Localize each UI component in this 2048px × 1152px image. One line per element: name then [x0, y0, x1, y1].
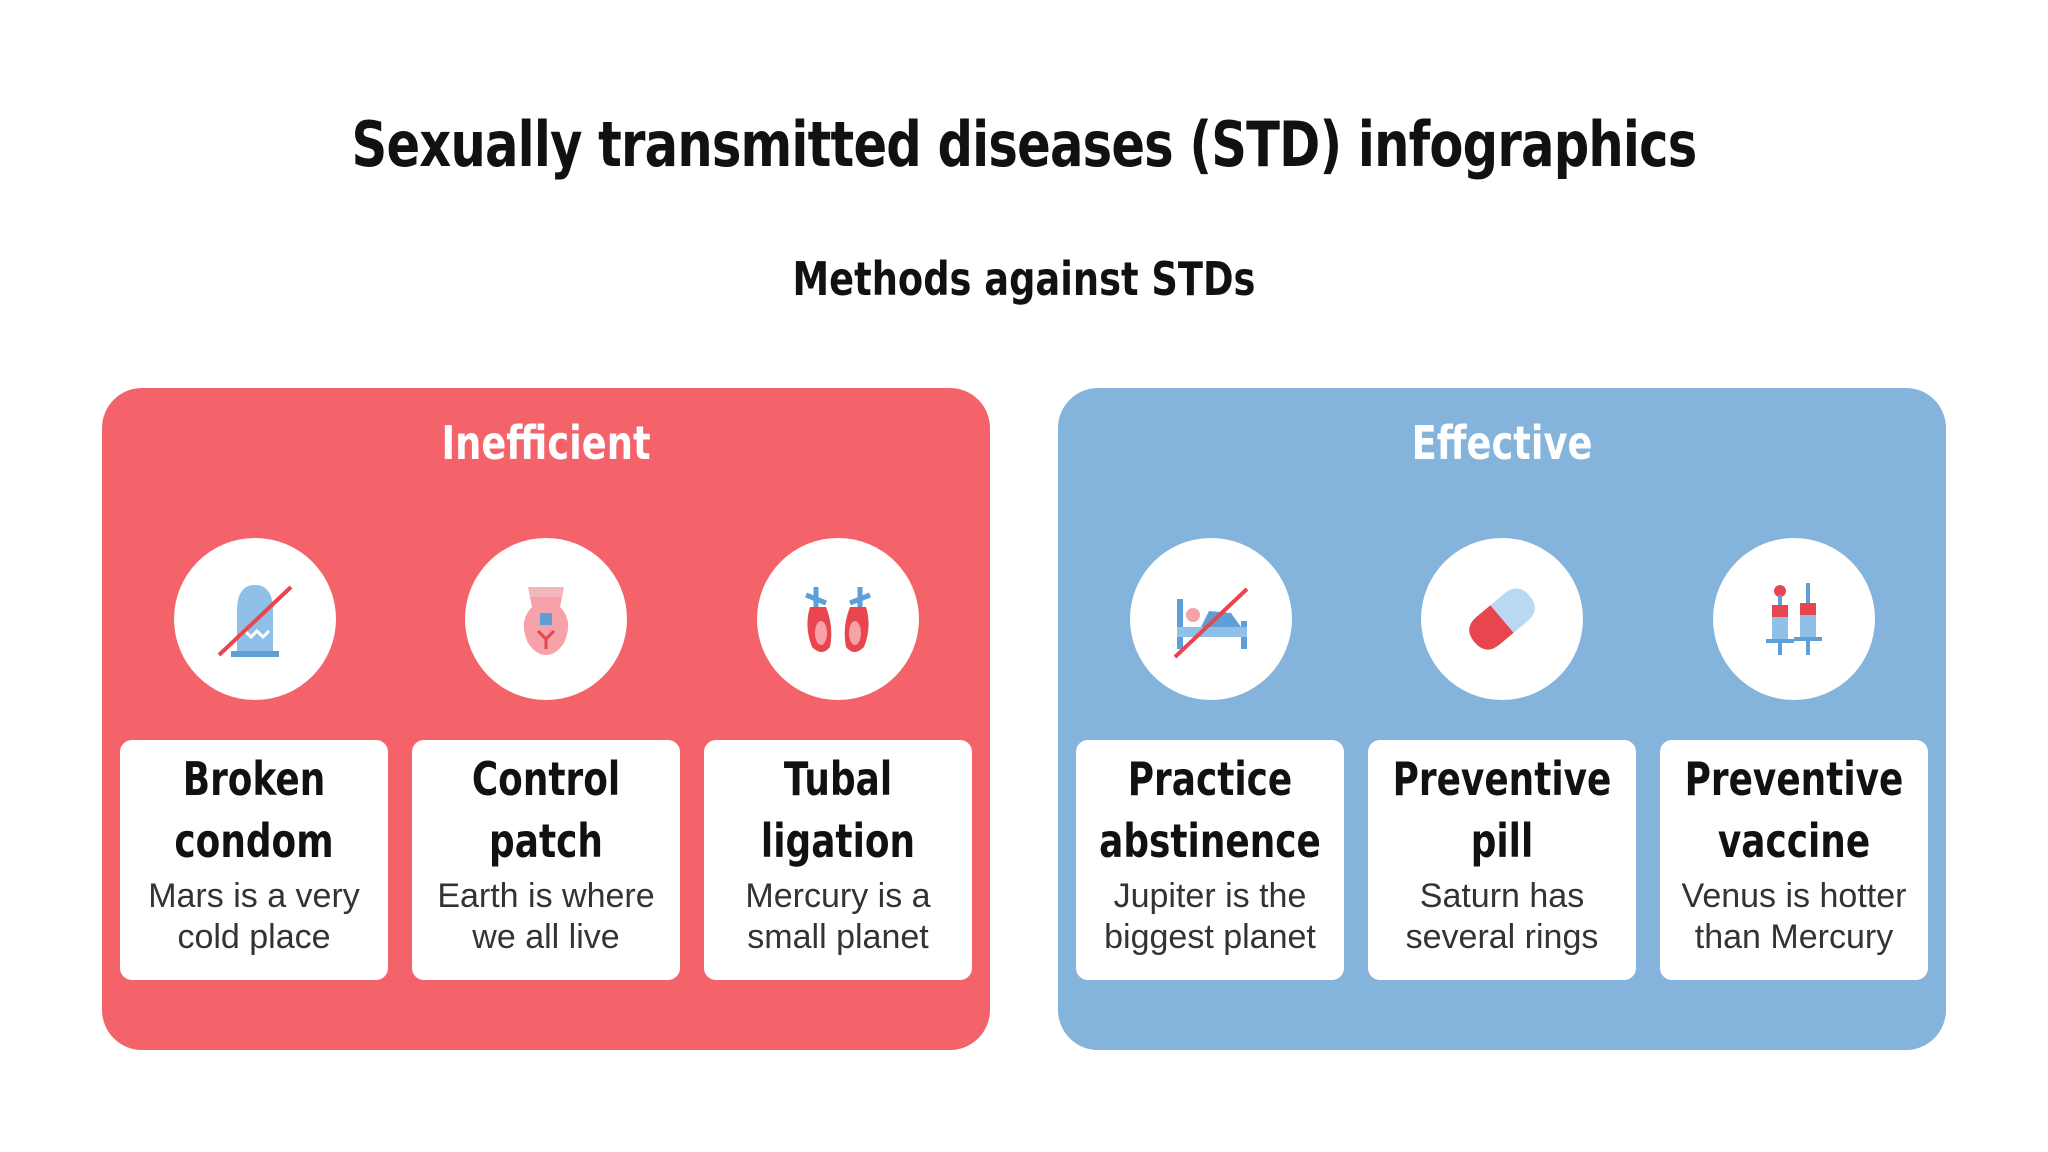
- card-title-line: Practice: [1127, 752, 1293, 806]
- card-desc-line: Earth is where: [437, 877, 655, 915]
- inefficient-panel: Inefficient Broken condom: [102, 388, 990, 1050]
- pill-icon: [1421, 538, 1583, 700]
- card-desc-line: Saturn has: [1419, 877, 1585, 915]
- card-title-line: Tubal: [783, 752, 893, 806]
- card-title-line: condom: [174, 814, 334, 868]
- card-desc-line: Venus is hotter: [1681, 877, 1907, 915]
- inefficient-heading: Inefficient: [441, 416, 651, 470]
- card-tubal-ligation: Tubal ligation Mercury is a small planet: [704, 740, 972, 980]
- abstinence-bed-icon: [1130, 538, 1292, 700]
- effective-panel: Effective: [1058, 388, 1946, 1050]
- card-practice-abstinence: Practice abstinence Jupiter is the bigge…: [1076, 740, 1344, 980]
- card-title-line: vaccine: [1717, 814, 1871, 868]
- broken-condom-icon: [174, 538, 336, 700]
- card-preventive-vaccine: Preventive vaccine Venus is hotter than …: [1660, 740, 1928, 980]
- page-title: Sexually transmitted diseases (STD) info…: [351, 108, 1698, 181]
- card-desc-line: small planet: [747, 918, 929, 956]
- page-subtitle: Methods against STDs: [792, 252, 1256, 306]
- card-broken-condom: Broken condom Mars is a very cold place: [120, 740, 388, 980]
- effective-heading: Effective: [1411, 416, 1593, 470]
- card-title-line: Preventive: [1684, 752, 1904, 806]
- card-title-line: Control: [471, 752, 621, 806]
- card-title-line: Preventive: [1392, 752, 1612, 806]
- card-desc-line: several rings: [1405, 918, 1599, 956]
- card-preventive-pill: Preventive pill Saturn has several rings: [1368, 740, 1636, 980]
- tubal-ligation-icon: [757, 538, 919, 700]
- card-desc-line: Mercury is a: [745, 877, 931, 915]
- card-desc-line: Mars is a very: [148, 877, 360, 915]
- card-desc-line: than Mercury: [1694, 918, 1894, 956]
- vaccine-syringe-icon: [1713, 538, 1875, 700]
- card-title-line: pill: [1470, 814, 1534, 868]
- card-title-line: patch: [489, 814, 603, 868]
- card-control-patch: Control patch Earth is where we all live: [412, 740, 680, 980]
- card-desc-line: cold place: [177, 918, 331, 956]
- card-desc-line: we all live: [472, 918, 620, 956]
- card-title-line: Broken: [182, 752, 326, 806]
- control-patch-icon: [465, 538, 627, 700]
- card-desc-line: biggest planet: [1104, 918, 1316, 956]
- card-title-line: ligation: [760, 814, 916, 868]
- card-desc-line: Jupiter is the: [1113, 877, 1307, 915]
- card-title-line: abstinence: [1099, 814, 1321, 868]
